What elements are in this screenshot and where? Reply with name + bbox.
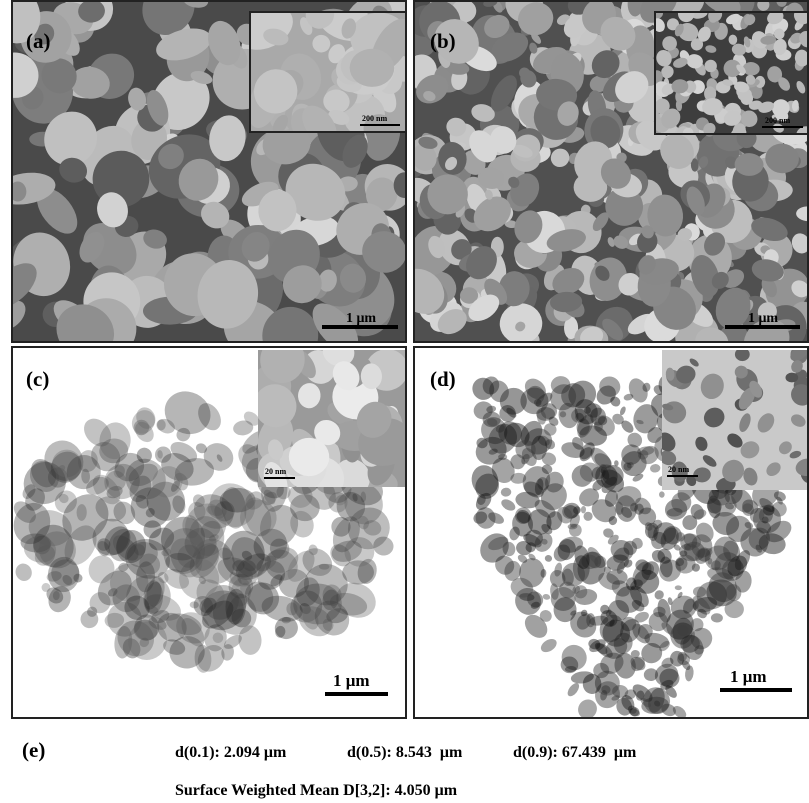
panel-label: (b) xyxy=(430,29,456,53)
scale-label: 1 μm xyxy=(730,667,767,686)
inset-scale-label: 200 nm xyxy=(765,116,790,125)
micrograph-textures xyxy=(0,0,809,722)
inset-scale-label: 20 nm xyxy=(668,465,689,474)
panel-label: (d) xyxy=(430,367,456,391)
scale-label: 1 μm xyxy=(748,311,778,326)
stat: d(0.9): 67.439 μm xyxy=(513,744,637,761)
stat: d(0.5): 8.543 μm xyxy=(347,744,463,761)
panel-label: (c) xyxy=(26,367,49,391)
inset-scale-label: 200 nm xyxy=(362,114,387,123)
panel-label: (a) xyxy=(26,29,51,53)
figure: (a) (b) (c) (d) 1 μm 1 μm 1 μm 1 μm 200 … xyxy=(0,0,809,803)
texture xyxy=(246,332,432,508)
scale-label: 1 μm xyxy=(333,671,370,690)
stat: d(0.1): 2.094 μm xyxy=(175,744,287,761)
mean-stat: Surface Weighted Mean D[3,2]: 4.050 μm xyxy=(175,782,458,799)
scale-label: 1 μm xyxy=(346,311,376,326)
summary-label: (e) xyxy=(22,738,45,762)
inset-scale-label: 20 nm xyxy=(265,467,286,476)
